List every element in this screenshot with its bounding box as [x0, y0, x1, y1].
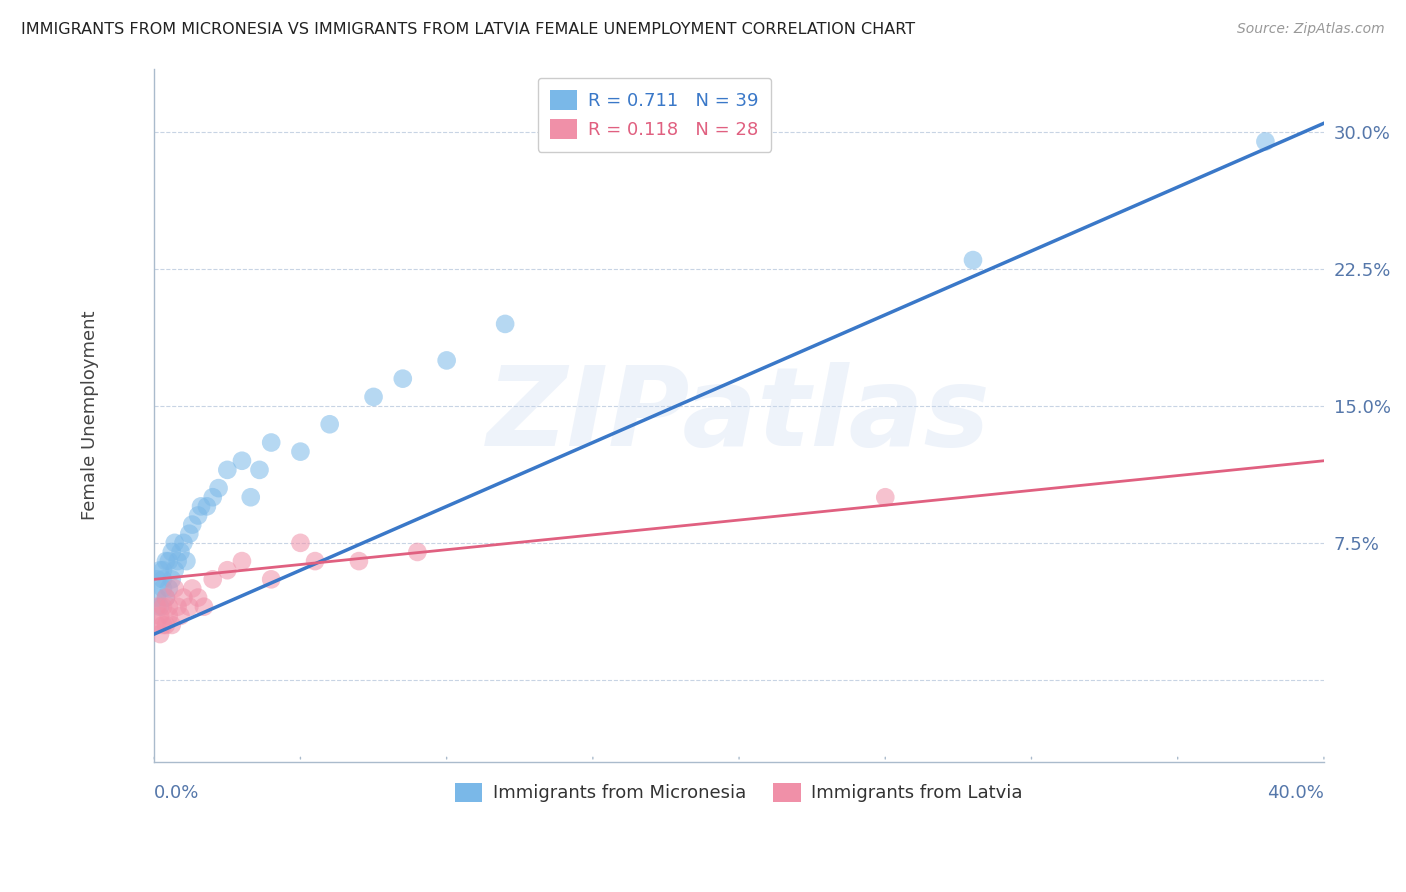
- Point: [260, 435, 283, 450]
- Point: [163, 563, 186, 577]
- Point: [176, 554, 198, 568]
- Point: [363, 390, 385, 404]
- Point: [155, 591, 177, 605]
- Point: [494, 317, 516, 331]
- Point: [152, 582, 174, 596]
- Point: [201, 572, 224, 586]
- Point: [187, 508, 209, 523]
- Point: [347, 554, 370, 568]
- Point: [155, 618, 177, 632]
- Text: IMMIGRANTS FROM MICRONESIA VS IMMIGRANTS FROM LATVIA FEMALE UNEMPLOYMENT CORRELA: IMMIGRANTS FROM MICRONESIA VS IMMIGRANTS…: [21, 22, 915, 37]
- Text: Female Unemployment: Female Unemployment: [82, 310, 98, 520]
- Text: ZIPatlas: ZIPatlas: [488, 361, 991, 468]
- Point: [157, 554, 180, 568]
- Point: [160, 618, 183, 632]
- Point: [231, 554, 253, 568]
- Point: [152, 618, 174, 632]
- Point: [149, 563, 172, 577]
- Point: [157, 582, 180, 596]
- Point: [160, 572, 183, 586]
- Point: [160, 545, 183, 559]
- Point: [149, 627, 172, 641]
- Point: [304, 554, 326, 568]
- Point: [179, 526, 201, 541]
- Point: [157, 608, 180, 623]
- Point: [152, 563, 174, 577]
- Point: [201, 490, 224, 504]
- Point: [146, 572, 169, 586]
- Point: [260, 572, 283, 586]
- Point: [152, 599, 174, 614]
- Text: Source: ZipAtlas.com: Source: ZipAtlas.com: [1237, 22, 1385, 37]
- Point: [195, 500, 218, 514]
- Point: [217, 463, 239, 477]
- Point: [149, 599, 172, 614]
- Point: [169, 545, 191, 559]
- Text: 0.0%: 0.0%: [155, 784, 200, 802]
- Point: [406, 545, 429, 559]
- Point: [290, 444, 312, 458]
- Point: [166, 599, 188, 614]
- Point: [290, 536, 312, 550]
- Point: [172, 536, 194, 550]
- Point: [962, 253, 984, 268]
- Point: [249, 463, 271, 477]
- Point: [193, 599, 215, 614]
- Text: 40.0%: 40.0%: [1267, 784, 1324, 802]
- Point: [391, 372, 413, 386]
- Point: [163, 536, 186, 550]
- Point: [181, 517, 204, 532]
- Point: [190, 500, 212, 514]
- Point: [146, 599, 169, 614]
- Point: [436, 353, 458, 368]
- Point: [239, 490, 262, 504]
- Point: [179, 599, 201, 614]
- Point: [166, 554, 188, 568]
- Point: [187, 591, 209, 605]
- Point: [146, 618, 169, 632]
- Point: [181, 582, 204, 596]
- Point: [169, 608, 191, 623]
- Point: [146, 591, 169, 605]
- Point: [318, 417, 340, 432]
- Point: [875, 490, 897, 504]
- Legend: Immigrants from Micronesia, Immigrants from Latvia: Immigrants from Micronesia, Immigrants f…: [443, 770, 1036, 815]
- Point: [207, 481, 229, 495]
- Point: [152, 572, 174, 586]
- Point: [217, 563, 239, 577]
- Point: [172, 591, 194, 605]
- Point: [149, 608, 172, 623]
- Point: [163, 582, 186, 596]
- Point: [1254, 135, 1277, 149]
- Point: [155, 554, 177, 568]
- Point: [155, 591, 177, 605]
- Point: [231, 454, 253, 468]
- Point: [157, 599, 180, 614]
